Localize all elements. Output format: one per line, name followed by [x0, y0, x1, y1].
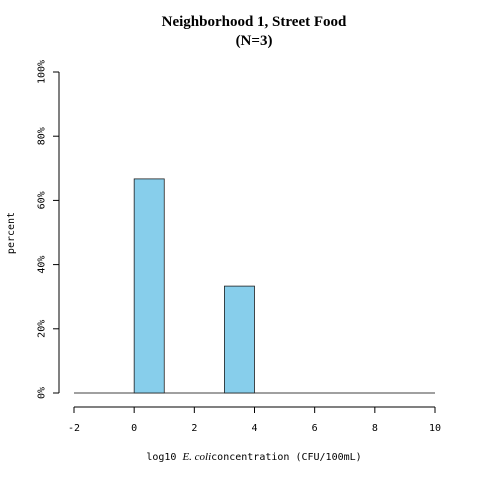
y-tick-label: 60% [37, 191, 48, 209]
y-tick-label: 40% [37, 256, 48, 274]
x-axis-label-suffix: concentration (CFU/100mL) [211, 452, 362, 463]
chart-title: Neighborhood 1, Street Food [162, 14, 347, 30]
y-tick-label: 80% [37, 127, 48, 145]
x-tick-label: 8 [372, 423, 378, 434]
y-tick-label: 20% [37, 320, 48, 338]
y-tick-label: 100% [37, 60, 48, 84]
x-tick-label: 4 [251, 423, 257, 434]
x-axis: -2 0 2 4 6 8 10 [68, 406, 441, 434]
y-axis: 0% 20% 40% 60% 80% 100% [37, 60, 60, 399]
histogram-bar [133, 178, 165, 394]
x-axis-label: log10 E. coliconcentration (CFU/100mL) [146, 451, 361, 463]
x-tick-label: 6 [312, 423, 318, 434]
x-tick-label: 2 [191, 423, 197, 434]
x-tick-label: -2 [68, 423, 80, 434]
x-axis-label-prefix: log10 [146, 452, 182, 463]
bars-group [74, 178, 435, 394]
x-axis-label-italic: E. coli [181, 451, 211, 463]
y-tick-label: 0% [37, 387, 48, 399]
histogram-bar [224, 285, 255, 394]
x-tick-label: 10 [429, 423, 441, 434]
y-axis-label: percent [6, 212, 17, 254]
chart-subtitle: (N=3) [236, 33, 273, 49]
x-tick-label: 0 [131, 423, 137, 434]
